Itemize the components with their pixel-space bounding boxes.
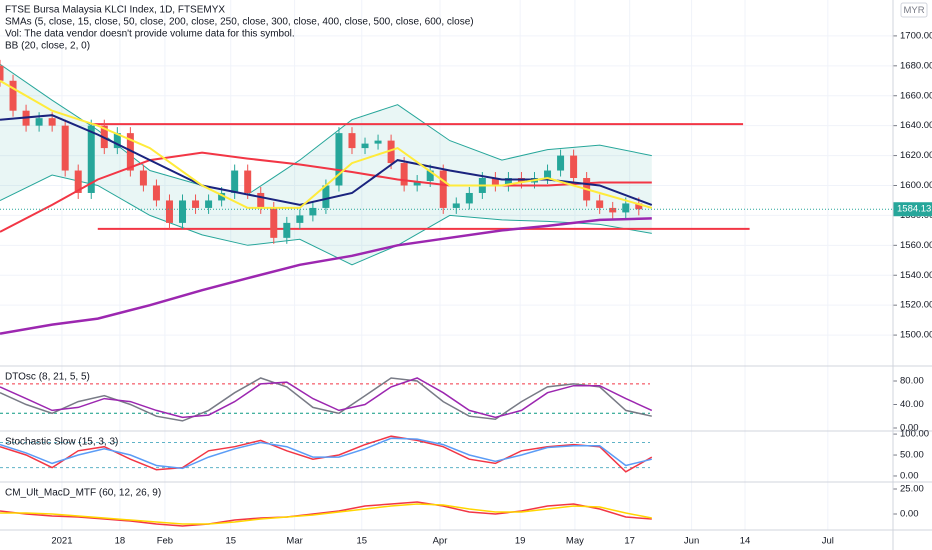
- y-tick-label: 1500.00: [900, 330, 932, 341]
- x-tick-label: Jul: [822, 536, 834, 547]
- y-tick-label: 1540.00: [900, 270, 932, 281]
- y-tick-label: 0.00: [900, 423, 919, 434]
- candle-body: [413, 181, 421, 186]
- candle-body: [244, 170, 252, 193]
- candle-body: [439, 170, 447, 208]
- candle-body: [491, 178, 499, 186]
- candle-body: [596, 200, 604, 208]
- x-tick-label: 18: [115, 536, 126, 547]
- candle-body: [192, 200, 200, 208]
- candle-body: [113, 133, 121, 149]
- indicator-line: [0, 501, 652, 527]
- indicator-label: BB (20, close, 2, 0): [5, 41, 90, 52]
- y-tick-label: 1600.00: [900, 180, 932, 191]
- candle-body: [465, 192, 473, 204]
- candle-body: [335, 133, 343, 186]
- candle-body: [387, 140, 395, 164]
- candle-body: [257, 192, 265, 208]
- y-tick-label: 1660.00: [900, 90, 932, 101]
- y-tick-label: 1620.00: [900, 150, 932, 161]
- y-tick-label: 0.00: [900, 470, 919, 481]
- candle-body: [9, 80, 17, 111]
- candle-body: [622, 203, 630, 213]
- y-tick-label: 1700.00: [900, 30, 932, 41]
- x-tick-label: 15: [356, 536, 367, 547]
- candle-body: [322, 185, 330, 208]
- x-tick-label: 19: [515, 536, 526, 547]
- y-tick-label: 25.00: [900, 484, 924, 495]
- y-tick-label: 1640.00: [900, 120, 932, 131]
- y-tick-label: 1680.00: [900, 60, 932, 71]
- y-tick-label: 1520.00: [900, 300, 932, 311]
- candle-body: [296, 215, 304, 223]
- candle-body: [426, 170, 434, 182]
- pane-title: Stochastic Slow (15, 3, 3): [5, 437, 118, 448]
- y-tick-label: 40.00: [900, 399, 924, 410]
- indicator-line: [0, 437, 652, 470]
- moving-average: [0, 217, 652, 335]
- candle-body: [309, 207, 317, 216]
- y-tick-label: 0.00: [900, 509, 919, 520]
- candle-body: [179, 200, 187, 223]
- chart-title: FTSE Bursa Malaysia KLCI Index, 1D, FTSE…: [5, 5, 225, 16]
- candle-body: [283, 222, 291, 238]
- indicator-line: [0, 377, 653, 419]
- candle-body: [74, 170, 82, 193]
- currency-box: [900, 2, 928, 18]
- candle-body: [35, 118, 43, 126]
- x-tick-label: 14: [740, 536, 751, 547]
- x-tick-label: 17: [624, 536, 635, 547]
- candle-body: [400, 163, 408, 186]
- candle-body: [504, 178, 512, 186]
- y-tick-label: 1560.00: [900, 240, 932, 251]
- candle-body: [361, 143, 369, 149]
- bollinger-lower: [0, 174, 652, 266]
- x-tick-label: 2021: [51, 536, 72, 547]
- candle-body: [126, 133, 134, 171]
- x-tick-label: Feb: [157, 536, 173, 547]
- candle-body: [152, 185, 160, 201]
- moving-average: [0, 79, 653, 209]
- indicator-label: SMAs (5, close, 15, close, 50, close, 20…: [5, 17, 474, 28]
- currency: MYR: [903, 5, 924, 16]
- candle-body: [609, 207, 617, 213]
- candle-body: [544, 170, 552, 179]
- x-tick-label: Jun: [684, 536, 699, 547]
- candle-body: [61, 125, 69, 171]
- x-tick-label: May: [566, 536, 584, 547]
- candle-body: [374, 140, 382, 144]
- candle-body: [139, 170, 147, 186]
- candle-body: [348, 133, 356, 149]
- bollinger-fill: [0, 64, 652, 265]
- candle-body: [270, 207, 278, 238]
- candle-body: [87, 125, 95, 193]
- last-price-tag: [893, 202, 932, 217]
- candle-body: [557, 155, 565, 171]
- y-tick-label: 80.00: [900, 376, 924, 387]
- candle-body: [635, 203, 643, 210]
- indicator-line: [0, 503, 652, 525]
- candle-body: [231, 170, 239, 193]
- candle-body: [0, 65, 4, 81]
- moving-average: [0, 151, 652, 233]
- candle-body: [48, 118, 56, 126]
- candle-body: [165, 200, 173, 223]
- pane-title: CM_Ult_MacD_MTF (60, 12, 26, 9): [5, 488, 161, 499]
- indicator-label: Vol: The data vendor doesn't provide vol…: [5, 29, 295, 40]
- last-price-label: 1584.13: [897, 204, 931, 215]
- y-tick-label: 100.00: [900, 429, 929, 440]
- indicator-line: [0, 377, 652, 422]
- x-tick-label: Mar: [286, 536, 302, 547]
- x-tick-label: 15: [225, 536, 236, 547]
- x-tick-label: Apr: [433, 536, 448, 547]
- candle-body: [205, 200, 213, 208]
- candle-body: [452, 203, 460, 208]
- candle-body: [570, 155, 578, 179]
- candle-body: [218, 192, 226, 201]
- y-tick-label: 50.00: [900, 450, 924, 461]
- pane-title: DTOsc (8, 21, 5, 5): [5, 372, 90, 383]
